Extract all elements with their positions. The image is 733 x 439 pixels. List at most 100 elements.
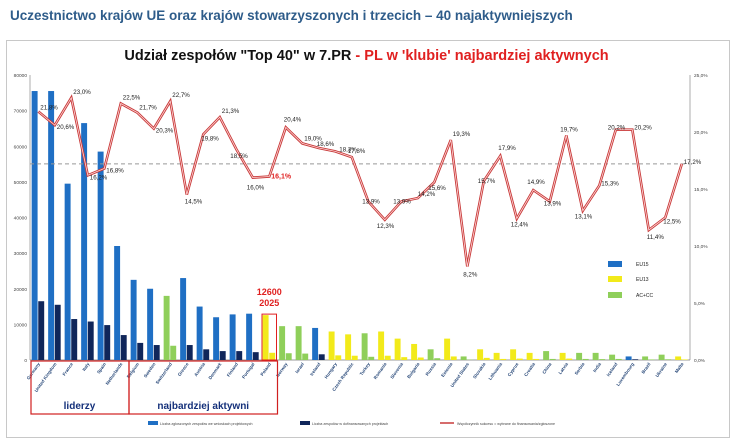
category-label-turkey: Turkey <box>359 361 372 376</box>
category-label-belgium: Belgium <box>126 362 140 379</box>
y-tick-label-6: 60000 <box>14 144 28 150</box>
y-tick-label-2: 20000 <box>14 287 28 293</box>
bracket-najbardziej-aktywni <box>128 360 279 415</box>
rate-label-ukraine: 12,5% <box>663 219 681 226</box>
rate-label-czech-republic: 17,8% <box>348 148 366 155</box>
rate-label-lithuania: 17,9% <box>498 145 516 152</box>
rate-label-iceland: 20,2% <box>608 125 626 132</box>
category-label-lithuania: Lithuania <box>488 361 504 381</box>
y-tick-label-3: 30000 <box>14 251 28 257</box>
rate-label-israel: 19,0% <box>304 135 322 142</box>
bar-funded-poland <box>269 352 276 360</box>
bar-submitted-latvia <box>559 352 566 360</box>
bracket-label-liderzy: liderzy <box>64 401 96 412</box>
rate-label-finland: 18,5% <box>230 153 248 160</box>
legend-swatch-eu13 <box>608 276 622 282</box>
category-label-china: China <box>541 361 553 375</box>
bar-funded-cyprus <box>516 358 523 360</box>
rate-label-romania: 12,3% <box>377 223 395 230</box>
rate-label-brazil: 11,4% <box>647 234 665 241</box>
y-tick-label-5: 50000 <box>14 180 28 186</box>
bar-submitted-netherlands <box>114 246 121 360</box>
chart-subtitle: PL w 'klubie' najbardziej aktywnych <box>364 48 609 64</box>
poland-funded-label: 2025 <box>259 298 279 308</box>
bar-funded-slovenia <box>401 357 408 360</box>
category-label-slovakia: Slovakia <box>472 361 487 379</box>
rate-label-italy: 16,2% <box>90 174 108 181</box>
bar-funded-greece <box>186 345 193 360</box>
bar-funded-finland <box>236 351 243 360</box>
bar-submitted-portugal <box>246 313 253 360</box>
bar-funded-portugal <box>252 352 259 360</box>
bar-funded-iceland <box>615 358 622 360</box>
legend-label-eu15: EU15 <box>636 262 649 268</box>
rate-label-slovenia: 13,9% <box>393 199 411 206</box>
bar-funded-switzerland <box>170 345 177 360</box>
y-tick-label-7: 70000 <box>14 109 28 115</box>
category-label-ireland: Ireland <box>309 362 322 377</box>
bar-submitted-france <box>64 183 71 360</box>
category-label-italy: Italy <box>81 361 91 372</box>
rate-label-china: 13,9% <box>544 201 562 208</box>
poland-highlight-box <box>261 313 277 361</box>
bottom-legend-label-submitted: Liczba zgłoszonych zespołów we wnioskach… <box>160 422 253 426</box>
bar-submitted-italy <box>81 123 88 360</box>
y2-tick-label-3: 15,0% <box>694 187 708 193</box>
category-label-latvia: Latvia <box>558 361 570 375</box>
y2-tick-label-5: 25,0% <box>694 73 708 79</box>
rate-label-netherlands: 22,5% <box>123 95 141 102</box>
bar-submitted-israel <box>295 326 302 360</box>
legend-swatch-eu15 <box>608 261 622 267</box>
chart-title-main: Udział zespołów "Top 40" w 7.PR <box>124 48 352 64</box>
bar-submitted-norway <box>279 326 286 360</box>
category-label-sweden: Sweden <box>143 362 157 379</box>
bottom-legend-swatch-submitted <box>148 421 158 425</box>
rate-label-united-states: 8,2% <box>463 272 478 279</box>
bar-submitted-sweden <box>147 288 154 360</box>
rate-label-belgium: 21,7% <box>139 105 157 112</box>
bar-submitted-russia <box>427 349 434 360</box>
rate-label-ireland: 18,6% <box>317 141 335 148</box>
rate-label-croatia: 14,9% <box>527 179 545 186</box>
category-label-serbia: Serbia <box>574 361 586 376</box>
bottom-legend-label-rate: Współczynnik sukcesu = wybrane do finans… <box>457 422 555 426</box>
bar-submitted-finland <box>229 314 236 360</box>
category-label-iceland: Iceland <box>606 362 619 378</box>
bar-submitted-croatia <box>526 352 533 360</box>
rate-label-switzerland: 22,7% <box>172 92 190 99</box>
rate-label-luxembourg: 20,2% <box>634 125 652 132</box>
category-label-malta: Malta <box>674 361 685 374</box>
bracket-label-najbardziej-aktywni: najbardziej aktywni <box>157 401 249 412</box>
rate-label-estonia: 19,3% <box>453 131 471 138</box>
rate-label-poland: 16,1% <box>271 173 292 180</box>
bar-funded-france <box>71 319 78 360</box>
bar-submitted-slovakia <box>477 349 484 360</box>
category-label-romania: Romania <box>373 361 388 380</box>
bar-funded-sweden <box>153 345 160 360</box>
bar-funded-serbia <box>582 358 589 360</box>
rate-label-spain: 16,8% <box>106 167 124 174</box>
category-label-austria: Austria <box>193 361 206 377</box>
rate-label-austria: 19,8% <box>201 135 219 142</box>
page-title: Uczestnictwo krajów UE oraz krajów stowa… <box>10 8 573 23</box>
bar-funded-italy <box>87 321 94 360</box>
category-label-israel: Israel <box>294 362 305 375</box>
bar-submitted-denmark <box>213 317 220 360</box>
bar-submitted-ireland <box>312 327 319 360</box>
rate-label-greece: 14,5% <box>185 199 203 206</box>
legend-swatch-accc <box>608 292 622 298</box>
y-tick-label-4: 40000 <box>14 216 28 222</box>
bar-submitted-lithuania <box>493 352 500 360</box>
legend-label-eu13: EU13 <box>636 277 649 283</box>
rate-label-turkey: 13,9% <box>362 199 380 206</box>
category-label-cyprus: Cyprus <box>507 361 520 377</box>
bar-submitted-ukraine <box>658 354 665 360</box>
bar-funded-russia <box>434 358 441 360</box>
rate-label-india: 15,3% <box>601 181 619 188</box>
bar-funded-latvia <box>566 358 573 360</box>
bar-submitted-china <box>543 351 550 360</box>
chart-title-separator: - <box>355 48 361 64</box>
rate-label-cyprus: 12,4% <box>511 222 529 229</box>
bar-funded-china <box>549 358 556 360</box>
